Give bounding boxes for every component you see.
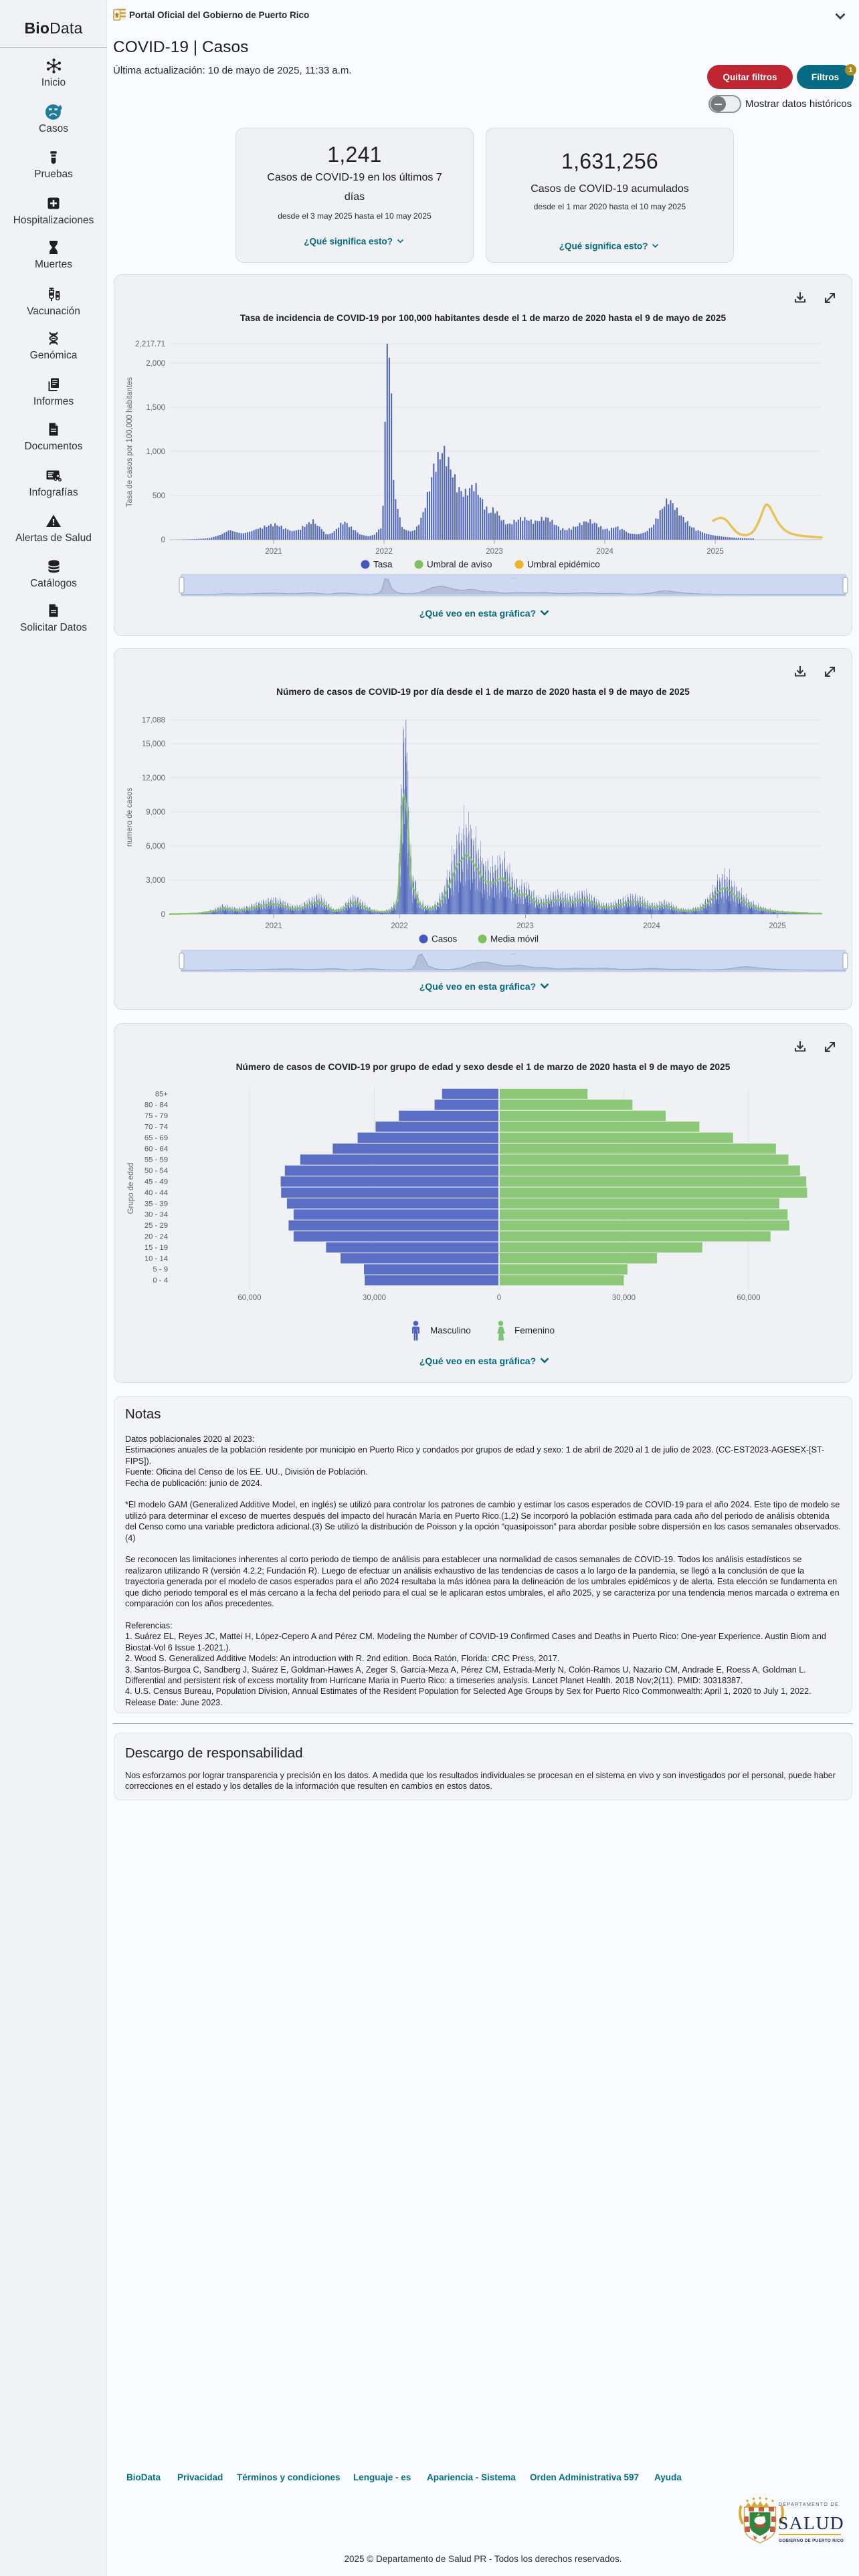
svg-text:1,500: 1,500 xyxy=(146,404,165,412)
svg-text:75 - 79: 75 - 79 xyxy=(145,1112,168,1120)
svg-text:2021: 2021 xyxy=(265,548,282,556)
svg-text:2021: 2021 xyxy=(265,922,282,930)
svg-text:...: ... xyxy=(511,573,516,580)
svg-text:Umbral epidémico: Umbral epidémico xyxy=(527,560,600,570)
svg-text:60,000: 60,000 xyxy=(737,1294,760,1302)
svg-text:45 - 49: 45 - 49 xyxy=(145,1178,168,1186)
svg-text:¿Qué veo en esta gráfica?: ¿Qué veo en esta gráfica? xyxy=(419,981,536,992)
svg-text:12,000: 12,000 xyxy=(142,774,165,782)
svg-text:60 - 64: 60 - 64 xyxy=(145,1145,168,1153)
svg-text:2024: 2024 xyxy=(596,548,613,556)
svg-text:9,000: 9,000 xyxy=(146,809,165,817)
svg-text:SALUD: SALUD xyxy=(778,2512,844,2533)
svg-text:Umbral de aviso: Umbral de aviso xyxy=(427,560,492,570)
svg-text:Tasa de incidencia de COVID-19: Tasa de incidencia de COVID-19 por 100,0… xyxy=(240,313,727,323)
svg-text:0: 0 xyxy=(497,1294,501,1302)
svg-text:15 - 19: 15 - 19 xyxy=(145,1244,168,1252)
svg-text:...: ... xyxy=(511,949,516,956)
svg-text:Grupo de edad: Grupo de edad xyxy=(127,1163,135,1214)
svg-text:Número de casos de COVID-19 po: Número de casos de COVID-19 por grupo de… xyxy=(236,1062,731,1072)
svg-text:1,000: 1,000 xyxy=(146,448,165,456)
svg-text:10 - 14: 10 - 14 xyxy=(145,1255,168,1263)
svg-text:Número de casos de COVID-19 po: Número de casos de COVID-19 por día desd… xyxy=(276,687,690,697)
svg-text:500: 500 xyxy=(153,492,165,500)
svg-text:20 - 24: 20 - 24 xyxy=(145,1233,168,1241)
svg-text:¿Qué veo en esta gráfica?: ¿Qué veo en esta gráfica? xyxy=(419,1356,536,1366)
svg-text:2025: 2025 xyxy=(769,922,786,930)
svg-text:55 - 59: 55 - 59 xyxy=(145,1156,168,1164)
svg-text:2023: 2023 xyxy=(486,548,503,556)
svg-text:¿Qué veo en esta gráfica?: ¿Qué veo en esta gráfica? xyxy=(419,608,536,619)
svg-text:35 - 39: 35 - 39 xyxy=(145,1200,168,1208)
svg-text:17,088: 17,088 xyxy=(142,717,165,725)
svg-text:2025: 2025 xyxy=(706,548,724,556)
svg-text:70 - 74: 70 - 74 xyxy=(145,1123,168,1132)
svg-text:Tasa de casos por 100,000 habi: Tasa de casos por 100,000 habitantes xyxy=(126,377,134,508)
svg-text:2023: 2023 xyxy=(516,922,534,930)
svg-text:50 - 54: 50 - 54 xyxy=(145,1167,168,1175)
svg-text:numero de casos: numero de casos xyxy=(126,788,134,847)
svg-text:25 - 29: 25 - 29 xyxy=(145,1222,168,1230)
svg-text:2024: 2024 xyxy=(643,922,660,930)
svg-text:0: 0 xyxy=(161,911,165,919)
svg-text:2022: 2022 xyxy=(375,548,393,556)
svg-text:Tasa: Tasa xyxy=(373,560,393,570)
svg-text:40 - 44: 40 - 44 xyxy=(145,1189,168,1197)
svg-text:Femenino: Femenino xyxy=(514,1325,555,1335)
svg-text:3,000: 3,000 xyxy=(146,877,165,885)
svg-text:6,000: 6,000 xyxy=(146,843,165,851)
svg-text:Media móvil: Media móvil xyxy=(490,934,539,944)
svg-text:2,000: 2,000 xyxy=(146,360,165,368)
svg-text:2,217.71: 2,217.71 xyxy=(135,340,165,348)
svg-text:DEPARTAMENTO DE: DEPARTAMENTO DE xyxy=(779,2501,839,2507)
svg-text:60,000: 60,000 xyxy=(237,1294,261,1302)
svg-text:30,000: 30,000 xyxy=(363,1294,386,1302)
svg-text:30,000: 30,000 xyxy=(612,1294,636,1302)
svg-text:0: 0 xyxy=(161,536,165,544)
svg-text:65 - 69: 65 - 69 xyxy=(145,1134,168,1142)
svg-text:Casos: Casos xyxy=(432,934,458,944)
svg-text:80 - 84: 80 - 84 xyxy=(145,1101,168,1109)
svg-text:0 - 4: 0 - 4 xyxy=(153,1277,168,1285)
svg-text:Masculino: Masculino xyxy=(430,1325,471,1335)
svg-text:GOBIERNO DE PUERTO RICO: GOBIERNO DE PUERTO RICO xyxy=(779,2539,844,2543)
svg-text:5 - 9: 5 - 9 xyxy=(153,1266,168,1274)
svg-text:30 - 34: 30 - 34 xyxy=(145,1211,168,1219)
svg-text:15,000: 15,000 xyxy=(142,740,165,748)
svg-text:85+: 85+ xyxy=(155,1090,169,1098)
svg-text:2022: 2022 xyxy=(391,922,408,930)
